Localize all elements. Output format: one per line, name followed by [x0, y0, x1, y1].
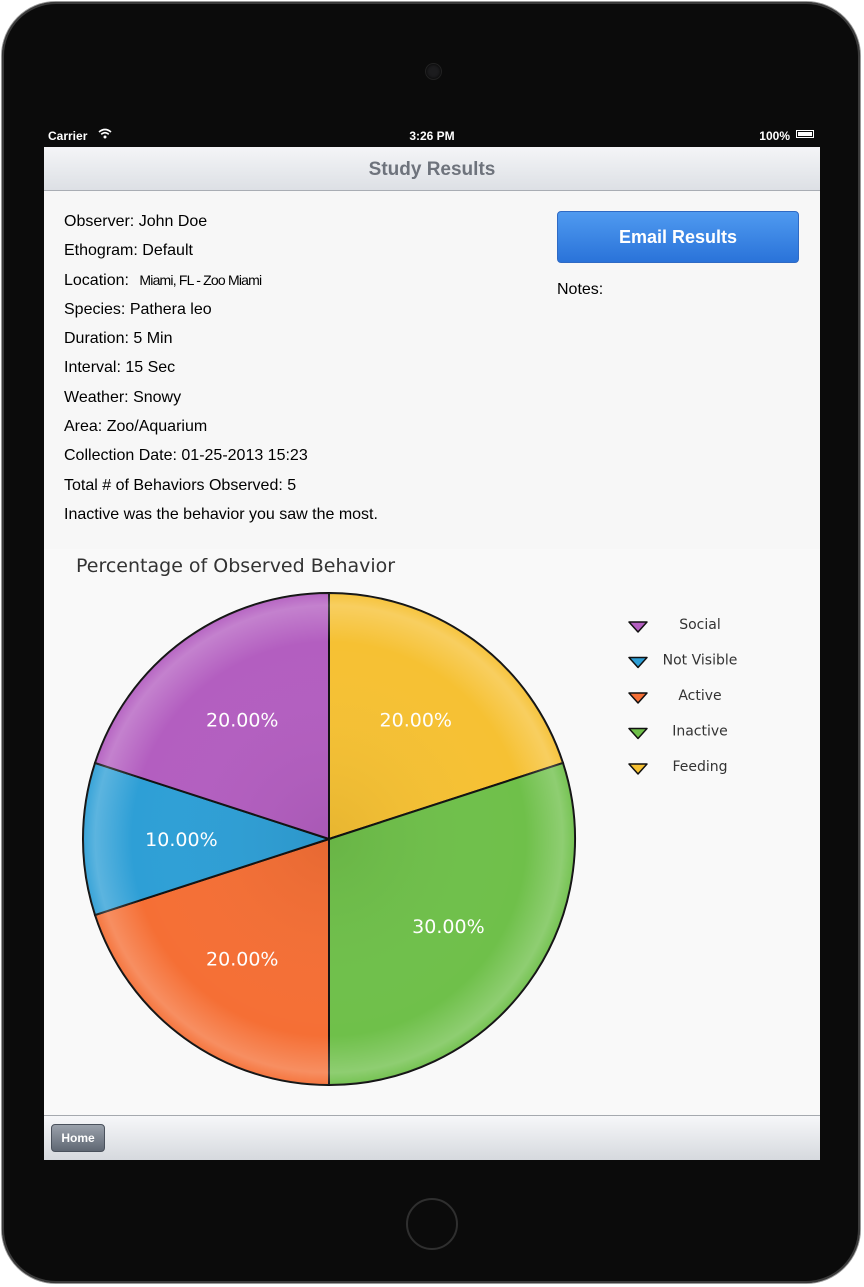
clock: 3:26 PM — [409, 129, 455, 143]
observer-text: Observer: John Doe — [64, 213, 208, 230]
behavior-chart: Percentage of Observed Behavior 20.00%30… — [44, 549, 820, 1115]
legend-label-social: Social — [679, 617, 721, 633]
ethogram-text: Ethogram: Default — [64, 242, 193, 260]
weather-text: Weather: Snowy — [64, 388, 182, 406]
legend-marker-feeding — [628, 763, 648, 775]
front-camera — [426, 64, 441, 79]
carrier-label: Carrier — [48, 129, 88, 143]
status-bar: Carrier 3:26 PM 100% — [44, 124, 820, 146]
study-info: Observer: John Doe Ethogram: Default Loc… — [64, 207, 564, 529]
collection-date-text: Collection Date: 01-25-2013 15:23 — [64, 447, 308, 465]
total-behaviors-text: Total # of Behaviors Observed: 5 — [64, 476, 297, 494]
page-title: Study Results — [368, 159, 496, 180]
interval-text: Interval: 15 Sec — [64, 359, 176, 377]
home-button[interactable]: Home — [51, 1124, 105, 1152]
bottom-toolbar: Home — [44, 1115, 820, 1160]
duration-text: Duration: 5 Min — [64, 330, 173, 348]
location-value: Miami, FL - Zoo Miami — [139, 271, 262, 288]
wifi-icon — [98, 128, 112, 142]
pie-gloss — [83, 593, 575, 1085]
legend-label-inactive: Inactive — [672, 724, 728, 740]
app-screen: Study Results Observer: John Doe Ethogra… — [44, 147, 820, 1160]
chart-title: Percentage of Observed Behavior — [76, 555, 395, 577]
area-text: Area: Zoo/Aquarium — [64, 418, 208, 436]
email-results-button[interactable]: Email Results — [557, 211, 799, 263]
battery-percentage: 100% — [759, 129, 790, 143]
legend-marker-not-visible — [628, 656, 648, 669]
legend-marker-active — [628, 692, 648, 704]
hardware-home-button[interactable] — [406, 1198, 458, 1250]
pie-chart-svg: Percentage of Observed Behavior 20.00%30… — [76, 555, 738, 1087]
legend-label-feeding: Feeding — [672, 759, 727, 775]
legend-label-not-visible: Not Visible — [663, 653, 738, 669]
notes-label: Notes: — [557, 281, 604, 298]
legend-label-active: Active — [678, 688, 721, 704]
location-label: Location: — [64, 271, 129, 289]
location-row: Location: Miami, FL - Zoo Miami — [64, 266, 564, 295]
species-text: Species: Pathera leo — [64, 300, 212, 318]
navigation-bar: Study Results — [44, 147, 820, 191]
legend-marker-social — [628, 621, 648, 633]
most-seen-text: Inactive was the behavior you saw the mo… — [64, 505, 378, 523]
battery-icon — [796, 130, 814, 138]
legend-marker-inactive — [628, 727, 648, 740]
